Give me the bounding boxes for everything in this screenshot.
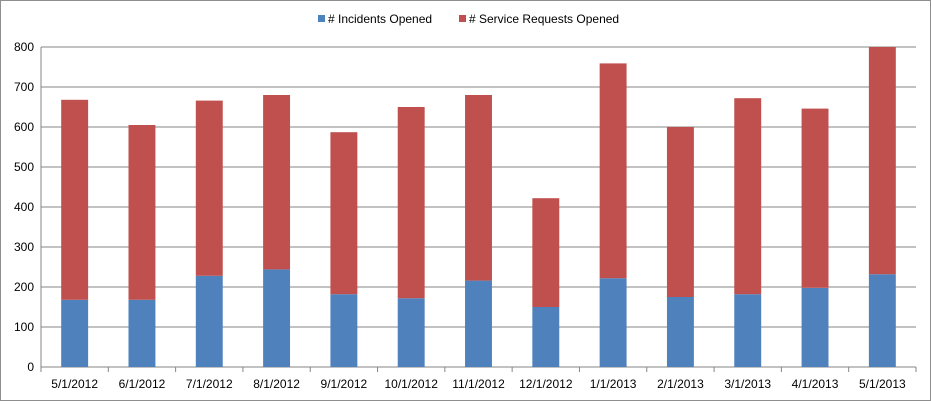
bar-incidents: [397, 298, 425, 367]
y-tick-label: 300: [14, 240, 34, 254]
bar-service-requests: [801, 108, 829, 288]
bar-incidents: [868, 274, 896, 367]
bar-incidents: [801, 287, 829, 367]
y-tick-label: 800: [14, 40, 34, 54]
x-tick-label: 1/1/2013: [590, 377, 637, 391]
y-tick-label: 200: [14, 280, 34, 294]
x-tick-label: 6/1/2012: [119, 377, 166, 391]
x-tick-label: 5/1/2012: [51, 377, 98, 391]
legend-incidents-label: # Incidents Opened: [328, 12, 432, 26]
y-tick-label: 700: [14, 80, 34, 94]
bar-service-requests: [465, 95, 492, 281]
y-tick-label: 500: [14, 160, 34, 174]
x-tick-label: 5/1/2013: [859, 377, 906, 391]
x-tick-label: 3/1/2013: [724, 377, 771, 391]
bar-incidents: [263, 269, 291, 367]
x-tick-label: 7/1/2012: [186, 377, 233, 391]
bar-service-requests: [868, 47, 896, 275]
x-tick-label: 12/1/2012: [519, 377, 573, 391]
bar-incidents: [465, 280, 492, 367]
bar-service-requests: [532, 198, 560, 307]
bar-incidents: [734, 294, 762, 367]
bar-incidents: [666, 297, 694, 367]
x-tick-label: 2/1/2013: [657, 377, 704, 391]
bar-service-requests: [61, 99, 89, 300]
x-tick-label: 10/1/2012: [384, 377, 438, 391]
bar-service-requests: [263, 95, 291, 270]
x-tick-label: 9/1/2012: [321, 377, 368, 391]
bar-incidents: [195, 275, 223, 367]
bar-service-requests: [666, 127, 694, 297]
y-tick-label: 400: [14, 200, 34, 214]
bar-service-requests: [195, 100, 223, 276]
legend-incidents-swatch: [318, 15, 325, 22]
bar-service-requests: [330, 132, 358, 295]
legend-service-requests-label: # Service Requests Opened: [469, 12, 619, 26]
bar-service-requests: [397, 107, 425, 299]
bar-service-requests: [734, 98, 762, 295]
bar-incidents: [61, 299, 89, 367]
bar-service-requests: [599, 63, 627, 279]
bar-service-requests: [128, 125, 156, 300]
x-tick-label: 11/1/2012: [452, 377, 505, 391]
x-tick-label: 4/1/2013: [792, 377, 839, 391]
bar-incidents: [330, 294, 358, 367]
bar-incidents: [599, 278, 627, 367]
y-tick-label: 600: [14, 120, 34, 134]
y-tick-label: 100: [14, 320, 34, 334]
bar-incidents: [532, 307, 560, 367]
bar-incidents: [128, 299, 156, 367]
y-tick-label: 0: [27, 360, 34, 374]
x-tick-label: 8/1/2012: [253, 377, 300, 391]
legend-service-requests-swatch: [459, 15, 466, 22]
